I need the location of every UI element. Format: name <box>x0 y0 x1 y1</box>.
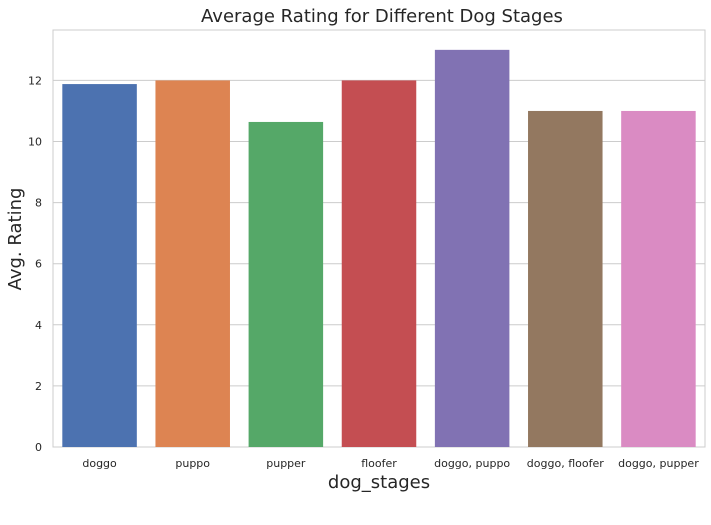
x-tick-label: floofer <box>361 457 397 470</box>
x-tick-label: puppo <box>175 457 210 470</box>
x-tick-label: doggo, puppo <box>434 457 510 470</box>
y-tick-labels: 0 2 4 6 8 10 12 <box>28 74 42 454</box>
y-tick-label: 8 <box>35 197 42 210</box>
y-tick-label: 2 <box>35 380 42 393</box>
x-axis-label: dog_stages <box>328 472 430 493</box>
bar <box>434 49 510 447</box>
bar <box>621 110 696 447</box>
y-tick-label: 0 <box>35 441 42 454</box>
x-tick-labels: doggo puppo pupper floofer doggo, puppo doggo… <box>82 457 699 470</box>
bar <box>62 84 137 448</box>
x-tick-label: doggo <box>82 457 117 470</box>
bar <box>528 110 603 447</box>
bars <box>62 49 696 448</box>
y-tick-label: 10 <box>28 136 42 149</box>
x-tick-label: doggo, floofer <box>527 457 604 470</box>
x-tick-label: doggo, pupper <box>618 457 699 470</box>
x-tick-label: pupper <box>266 457 306 470</box>
y-tick-label: 12 <box>28 74 42 87</box>
bar <box>248 121 324 447</box>
bar <box>155 80 230 448</box>
chart-title: Average Rating for Different Dog Stages <box>201 6 563 27</box>
y-tick-label: 6 <box>35 258 42 271</box>
y-tick-label: 4 <box>35 319 42 332</box>
bar <box>341 80 417 448</box>
y-axis-label: Avg. Rating <box>5 188 26 291</box>
